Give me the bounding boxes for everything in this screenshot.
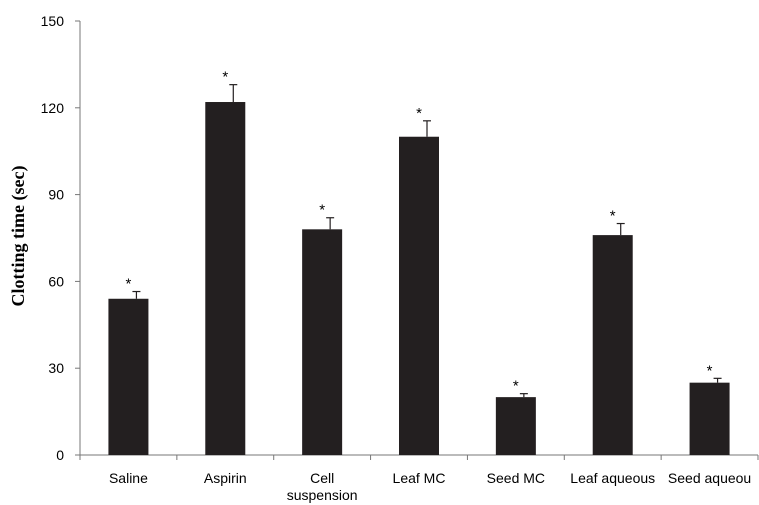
bar (399, 136, 439, 455)
bar (205, 102, 246, 455)
significance-marker: * (319, 202, 325, 219)
y-tick-label: 0 (56, 447, 64, 463)
bar (302, 229, 343, 455)
bar (592, 235, 633, 455)
x-category-label: Leaf MC (393, 470, 446, 486)
x-category-label: Saline (109, 470, 148, 486)
bar (495, 397, 536, 455)
bars (108, 84, 730, 455)
x-category-label: Leaf aqueous (570, 470, 655, 486)
significance-marker: * (416, 105, 422, 122)
x-category-label: Aspirin (204, 470, 247, 486)
significance-marker: * (126, 276, 132, 293)
y-tick-label: 30 (48, 360, 64, 376)
y-axis-title: Clotting time (sec) (8, 166, 29, 307)
x-category-label: Seed aqueou (668, 470, 751, 486)
significance-marker: * (610, 208, 616, 225)
significance-marker: * (222, 69, 228, 86)
significance-marker: * (513, 378, 519, 395)
y-tick-label: 60 (48, 273, 64, 289)
bar (108, 298, 149, 455)
y-tick-label: 150 (41, 13, 65, 29)
y-tick-label: 90 (48, 187, 64, 203)
y-tick-label: 120 (41, 100, 65, 116)
bar (689, 382, 730, 455)
x-category-label: Cell (310, 470, 334, 486)
axes: 0 30 60 90 120 150 (41, 13, 759, 463)
significance-marker: * (707, 362, 713, 379)
x-category-label: suspension (287, 487, 358, 503)
x-category-label: Seed MC (487, 470, 545, 486)
